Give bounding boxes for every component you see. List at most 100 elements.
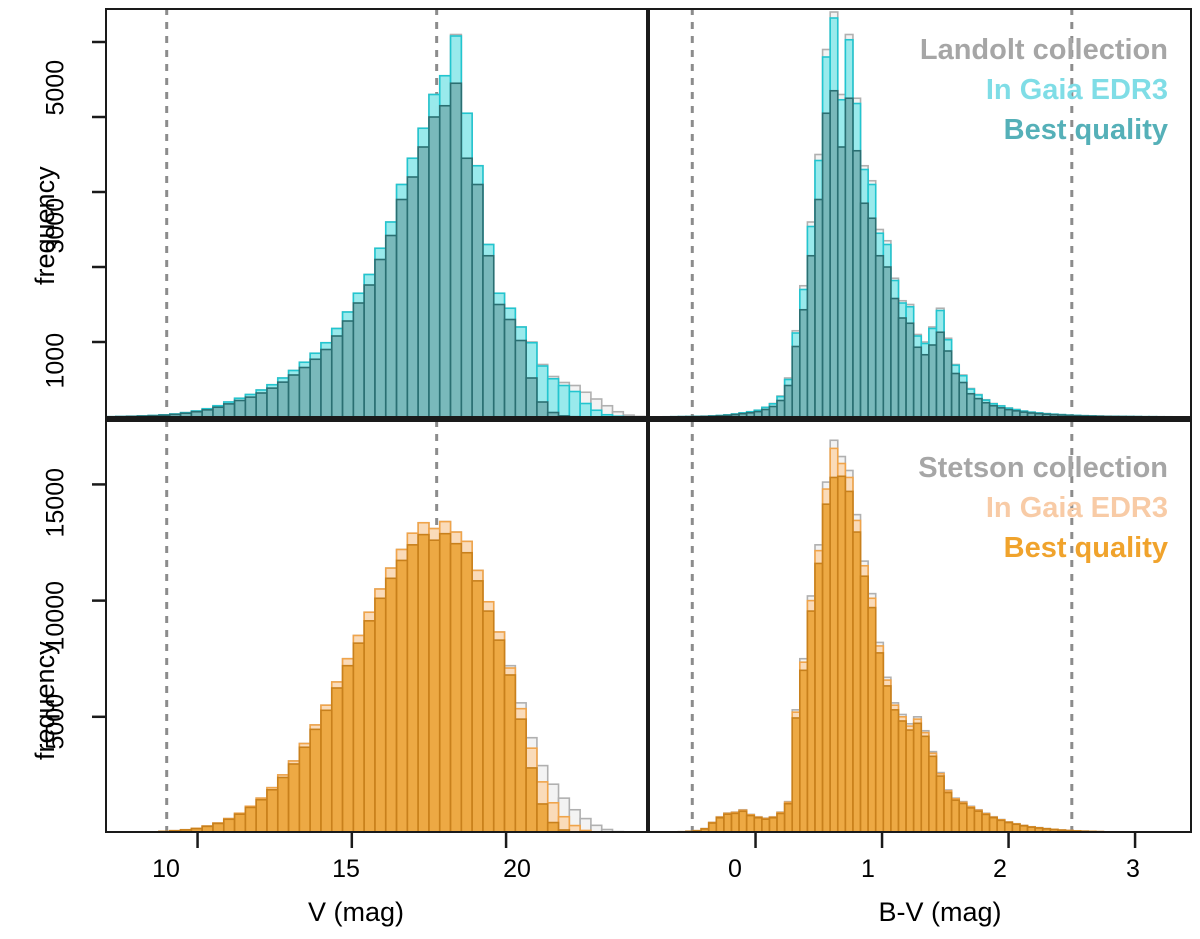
histogram-bar (374, 258, 387, 418)
histogram-bar (1003, 408, 1014, 418)
histogram-bar (890, 709, 900, 833)
histogram-bar (406, 544, 419, 833)
histogram-series-3 (669, 89, 1165, 418)
histogram-series-3 (105, 532, 581, 833)
histogram-bar (905, 322, 915, 418)
histogram-bar (298, 366, 311, 418)
histogram-bar (730, 812, 740, 833)
histogram-series-3 (105, 82, 581, 418)
histogram-bar (503, 318, 517, 418)
histogram-bar (1011, 823, 1021, 833)
histogram-bar (988, 816, 998, 833)
histogram-bar (482, 610, 495, 833)
legend-stetson: Stetson collection In Gaia EDR3 Best qua… (832, 448, 1168, 568)
ylabel-bottom: frequency (30, 641, 60, 760)
histogram-bar (384, 577, 398, 833)
histogram-bar (244, 806, 257, 833)
histogram-bar (330, 335, 344, 418)
legend-item-landolt-in-gaia-edr3: In Gaia EDR3 (985, 74, 1168, 107)
xtick-label-bv-1: 1 (861, 855, 875, 883)
histogram-bar (791, 717, 801, 833)
panel-landolt-v (105, 8, 648, 420)
histogram-bar (738, 810, 748, 833)
ytick-label-top-1000: 1000 (41, 332, 70, 389)
histogram-bar (363, 284, 376, 418)
histogram-bar (212, 406, 225, 418)
histogram-bar (352, 302, 365, 418)
histogram-bar (492, 303, 506, 418)
histogram-bar (912, 346, 923, 418)
histogram-bar (950, 799, 961, 833)
legend-item-stetson-best-quality: Best quality (1003, 532, 1168, 565)
histogram-bar (255, 798, 268, 833)
histogram-bar (320, 348, 333, 418)
ytick-label-bottom-10000: 10000 (41, 580, 70, 651)
histogram-bar (525, 767, 538, 833)
ylabel-top: frequency (30, 166, 60, 285)
histogram-bar (363, 620, 376, 833)
histogram-bar (783, 384, 794, 418)
histogram-bar (341, 664, 355, 833)
histogram-bar (958, 802, 968, 833)
histogram-bar (806, 254, 816, 418)
histogram-bar (836, 146, 847, 418)
xtick-label-bv-2: 2 (993, 855, 1007, 883)
xtick-label-bv-3: 3 (1126, 855, 1140, 883)
histogram-bar (966, 807, 976, 833)
panel-stetson-bv (648, 420, 1192, 833)
histogram-bar (905, 729, 915, 833)
histogram-bar (514, 339, 527, 418)
histogram-bar (852, 531, 862, 833)
panel-landolt-bv (648, 8, 1192, 420)
histogram-bar (768, 816, 778, 833)
histogram-bar (912, 722, 923, 833)
histogram-bar (920, 353, 930, 418)
histogram-bar (568, 390, 581, 418)
histogram-bar (590, 409, 603, 418)
legend-item-stetson-in-gaia-edr3: In Gaia EDR3 (985, 492, 1168, 525)
histogram-bar (503, 674, 517, 833)
legend-item-stetson-collection: Stetson collection (918, 452, 1168, 484)
histogram-bar (352, 642, 365, 833)
histogram-bar (950, 372, 961, 418)
histogram-bar (874, 254, 885, 418)
histogram-bar (287, 763, 301, 833)
plot-stetson-v (105, 420, 648, 833)
histogram-bar (546, 821, 560, 833)
histogram-bar (525, 377, 538, 418)
histogram-bar (287, 374, 301, 418)
histogram-bar (482, 254, 495, 418)
histogram-bar (1019, 824, 1029, 833)
histogram-bar (852, 149, 862, 418)
histogram-bar (266, 788, 279, 833)
histogram-bar (753, 816, 763, 833)
histogram-bar (233, 399, 247, 418)
histogram-bar (867, 606, 877, 833)
histogram-bar (384, 234, 398, 418)
xtick-label-v-20: 20 (503, 855, 531, 883)
histogram-bar (761, 818, 771, 833)
xlabel-bv: B-V (mag) (878, 897, 1002, 927)
histogram-bar (707, 822, 718, 833)
histogram-bar (897, 720, 907, 833)
histogram-bar (761, 408, 771, 418)
histogram-bar (546, 377, 560, 418)
histogram-bar (799, 308, 809, 418)
plot-stetson-bv (648, 420, 1192, 833)
histogram-bar (882, 685, 892, 833)
xtick-label-v-10: 10 (152, 855, 180, 883)
legend-item-landolt-best-quality: Best quality (1003, 114, 1168, 147)
histogram-bar (882, 266, 892, 418)
histogram-bar (1003, 821, 1014, 833)
histogram-bar (890, 297, 900, 418)
histogram-bar (492, 639, 506, 833)
histogram-bar (417, 146, 430, 418)
histogram-bar (814, 198, 824, 418)
histogram-bar (783, 802, 794, 833)
histogram-bar (745, 814, 756, 833)
histogram-bar (222, 818, 236, 833)
histogram-bar (449, 82, 463, 418)
histogram-bar (233, 813, 247, 833)
plot-landolt-bv (648, 8, 1192, 418)
